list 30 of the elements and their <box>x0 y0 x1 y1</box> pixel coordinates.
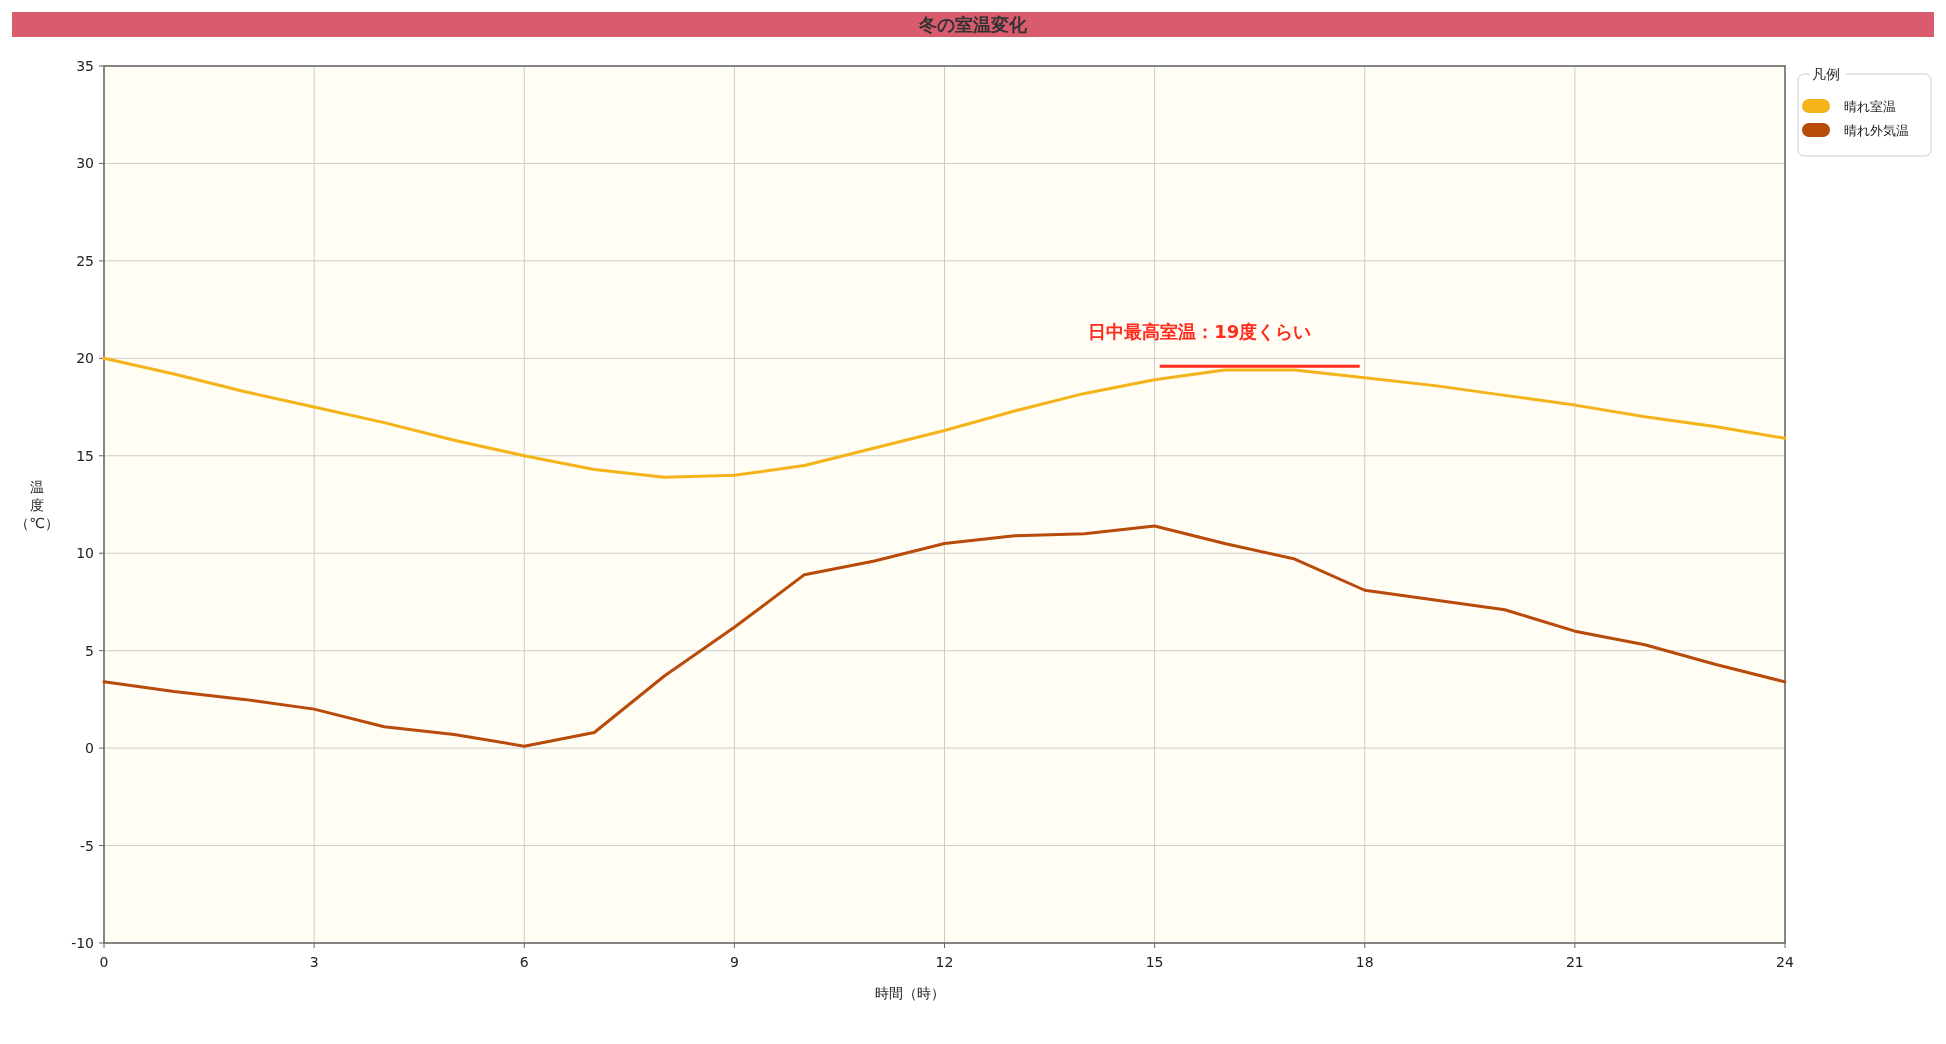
line-series <box>102 524 1787 748</box>
legend-title: 凡例 <box>1812 66 1840 82</box>
x-tick-label: 15 <box>1145 954 1164 970</box>
y-tick-label: 15 <box>76 447 94 464</box>
y-tick-label: 5 <box>85 642 94 659</box>
legend-label: 晴れ室温 <box>1844 99 1896 114</box>
y-axis-title: 温度（℃） <box>15 479 59 531</box>
annotation: 日中最高室温：19度くらい <box>1088 321 1312 343</box>
y-tick-label: -5 <box>80 837 94 854</box>
y-tick-label: 30 <box>76 155 94 172</box>
legend-label: 晴れ外気温 <box>1844 123 1909 138</box>
x-tick-label: 21 <box>1565 954 1584 970</box>
line-series <box>102 356 1787 479</box>
y-tick-label: 35 <box>76 58 94 74</box>
chart-title: 冬の室温変化 <box>918 14 1028 35</box>
x-tick-label: 3 <box>309 954 319 970</box>
annotation: 日中最高室温：19度くらい <box>1088 321 1360 368</box>
x-tick-label: 12 <box>935 954 954 970</box>
x-tick-label: 18 <box>1355 954 1374 970</box>
x-tick-label: 6 <box>519 954 529 970</box>
y-tick-label: 20 <box>76 350 94 367</box>
title-bar: 冬の室温変化 <box>12 12 1934 37</box>
x-tick-label: 24 <box>1776 954 1794 970</box>
x-axis-title: 時間（時） <box>874 985 945 1001</box>
x-tick-label: 9 <box>729 954 739 970</box>
y-tick-label: 25 <box>76 252 94 269</box>
y-tick-label: -10 <box>71 935 94 951</box>
y-tick-label: 10 <box>76 545 94 562</box>
x-tick-label: 0 <box>99 954 109 970</box>
y-tick-label: 0 <box>85 740 94 757</box>
